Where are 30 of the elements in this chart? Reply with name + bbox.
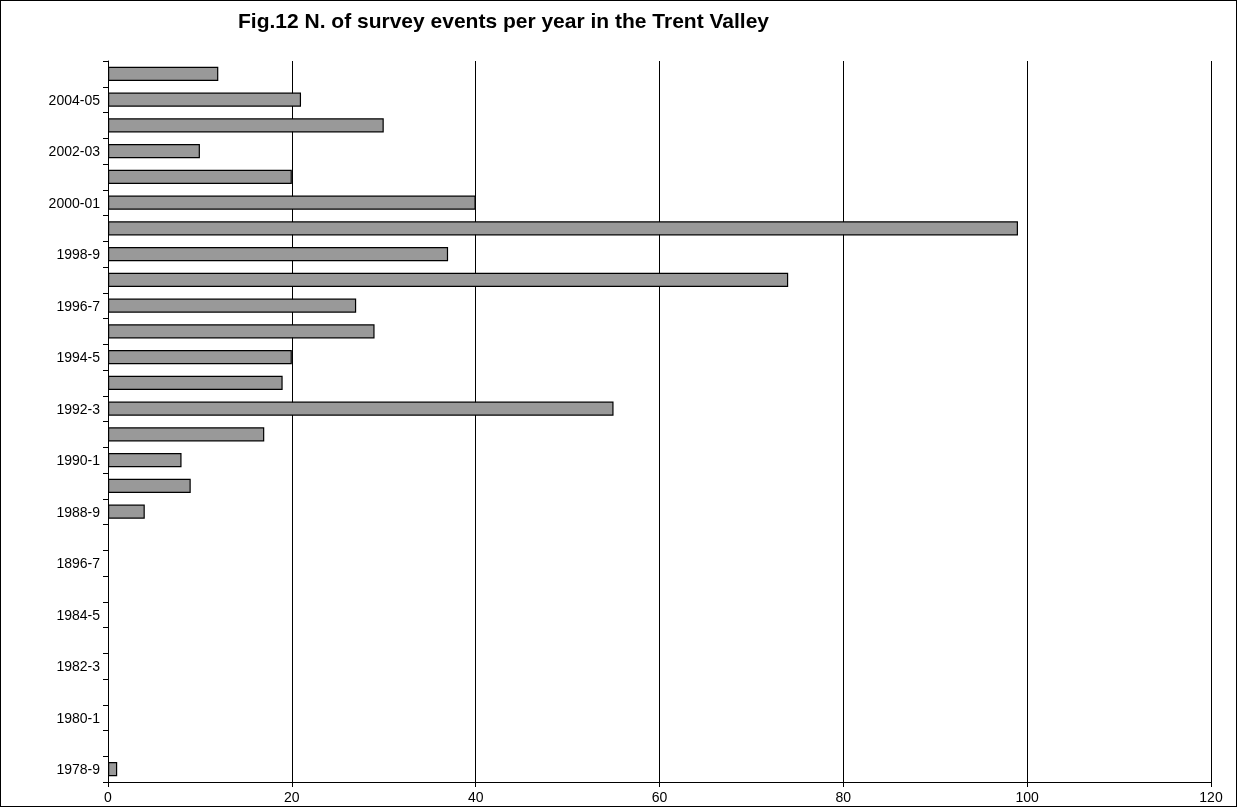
y-tick-label: 1896-7 [56, 555, 101, 572]
x-tick-label: 0 [104, 789, 113, 805]
y-tick-label: 1982-3 [56, 658, 101, 675]
y-tick-label: 2000-01 [48, 194, 101, 211]
y-tick-label: 1996-7 [56, 297, 101, 314]
x-tick-label: 40 [467, 789, 484, 805]
y-tick-label: 1978-9 [56, 761, 101, 778]
y-tick-label: 1990-1 [56, 452, 101, 469]
bar [108, 762, 118, 777]
bar [108, 478, 191, 493]
x-tick-label: 60 [651, 789, 668, 805]
bar [108, 66, 219, 81]
y-tick-label: 1988-9 [56, 503, 101, 520]
x-tick-label: 100 [1015, 789, 1040, 805]
x-tick-label: 80 [835, 789, 852, 805]
bar [108, 144, 200, 159]
y-tick-label: 2004-05 [48, 91, 101, 108]
bar [108, 375, 283, 390]
x-tick-label: 20 [284, 789, 300, 805]
y-tick-label: 1994-5 [56, 349, 101, 366]
y-tick-label: 1992-3 [56, 400, 101, 417]
x-tick-label: 120 [1199, 789, 1223, 805]
y-tick-label: 1984-5 [56, 606, 101, 623]
bar [108, 453, 182, 468]
y-tick-label: 1998-9 [56, 246, 101, 263]
bar [108, 504, 145, 519]
bar [108, 427, 265, 442]
y-tick-label: 2002-03 [48, 143, 101, 160]
chart-title: Fig.12 N. of survey events per year in the Trent Valley [238, 9, 770, 32]
y-tick-label: 1980-1 [56, 709, 101, 726]
